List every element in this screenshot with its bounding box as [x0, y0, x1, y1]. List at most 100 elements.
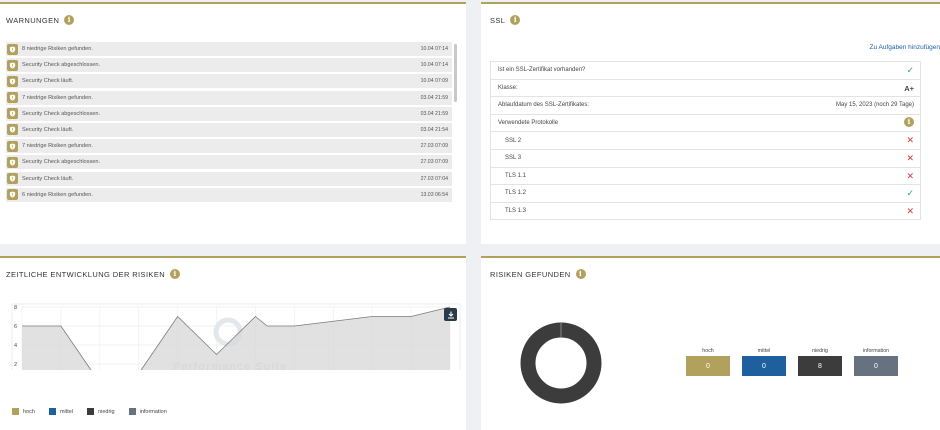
shield-icon — [7, 156, 18, 168]
protocol-status: ✕ — [906, 132, 914, 151]
info-icon[interactable]: i — [64, 15, 75, 25]
protocol-row: TLS 1.3 ✕ — [490, 201, 921, 221]
ssl-row: Klasse: A+ — [490, 78, 921, 98]
warning-row[interactable]: Security Check abgeschlossen. 10.04 07:14 — [6, 58, 452, 73]
risks-title: RISIKEN GEFUNDEN i — [490, 269, 586, 279]
y-tick-label: 2 — [14, 362, 17, 368]
ssl-value: A+ — [904, 83, 914, 93]
warnings-panel: WARNUNGEN i 8 niedrige Risiken gefunden.… — [0, 2, 466, 244]
warning-row[interactable]: 7 niedrige Risiken gefunden. 27.03 07:09 — [6, 139, 452, 154]
warning-date: 03.04 21:59 — [420, 94, 448, 101]
check-icon: ✓ — [906, 65, 914, 75]
risk-label: mittel — [757, 348, 771, 354]
warning-text: 6 niedrige Risiken gefunden. — [22, 191, 93, 198]
risk-count-niedrig[interactable]: 8 — [798, 356, 842, 376]
download-icon — [447, 311, 454, 319]
add-to-tasks-link[interactable]: Zu Aufgaben hinzufügen — [869, 44, 940, 51]
warning-date: 03.04 21:59 — [420, 110, 448, 117]
check-icon: ✓ — [906, 188, 914, 199]
protocol-label: SSL 3 — [505, 155, 522, 162]
legend-item[interactable]: information — [128, 408, 167, 415]
warning-date: 10.04 07:14 — [420, 62, 448, 69]
warnings-title: WARNUNGEN i — [6, 15, 75, 25]
ssl-row: Ablaufdatum des SSL-Zertifikates: May 15,… — [490, 96, 921, 115]
ssl-label: Ist ein SSL-Zertifikat vorhanden? — [498, 67, 586, 74]
risk-label: niedrig — [812, 348, 828, 354]
warning-row[interactable]: 8 niedrige Risiken gefunden. 10.04 07:14 — [6, 42, 452, 56]
shield-icon — [7, 140, 18, 152]
warning-row[interactable]: Security Check läuft. 03.04 21:54 — [6, 122, 452, 137]
shield-icon — [7, 92, 18, 104]
warnings-scrollbar[interactable] — [454, 44, 457, 102]
legend-item[interactable]: niedrig — [87, 408, 115, 415]
warning-date: 13.03 06:54 — [420, 191, 448, 198]
shield-icon — [7, 173, 18, 184]
info-icon[interactable]: i — [904, 116, 914, 127]
risk-label: hoch — [702, 348, 714, 354]
ssl-panel: SSL i Zu Aufgaben hinzufügen Ist ein SSL… — [481, 2, 940, 244]
legend-item[interactable]: mittel — [48, 408, 74, 415]
cross-icon: ✕ — [906, 205, 914, 216]
risk-label: information — [862, 348, 890, 354]
warning-date: 03.04 21:54 — [420, 126, 448, 133]
protocol-status: ✕ — [906, 150, 914, 169]
ssl-row: Verwendete Protokolle i — [490, 113, 921, 133]
warning-row[interactable]: Security Check läuft. 27.03 07:04 — [6, 171, 452, 186]
warning-row[interactable]: 7 niedrige Risiken gefunden. 03.04 21:59 — [6, 90, 452, 105]
warning-row[interactable]: Security Check abgeschlossen. 27.03 07:09 — [6, 155, 452, 170]
chart-legend: hoch mittel niedrig information — [12, 408, 181, 415]
protocol-label: TLS 1.3 — [505, 208, 527, 215]
protocol-label: SSL 2 — [505, 137, 522, 144]
warning-text: Security Check läuft. — [22, 175, 74, 182]
protocol-row: TLS 1.2 ✓ — [490, 184, 921, 203]
protocol-label: TLS 1.2 — [505, 190, 527, 197]
cross-icon: ✕ — [906, 135, 914, 146]
risk-count-mittel[interactable]: 0 — [742, 356, 786, 376]
ssl-label: Ablaufdatum des SSL-Zertifikates: — [498, 102, 590, 109]
protocol-row: TLS 1.1 ✕ — [490, 166, 921, 187]
legend-swatch — [48, 408, 56, 415]
protocol-row: SSL 2 ✕ — [490, 131, 921, 150]
series-niedrig-line — [22, 306, 451, 370]
shield-icon — [7, 59, 18, 71]
protocol-status: ✓ — [906, 185, 914, 204]
y-tick-label: 6 — [14, 324, 17, 330]
cross-icon: ✕ — [906, 170, 914, 181]
info-icon[interactable]: i — [575, 269, 586, 279]
ssl-status: ✓ — [906, 62, 914, 81]
legend-item[interactable]: hoch — [12, 408, 35, 415]
risks-donut-chart — [520, 322, 602, 404]
download-button[interactable] — [444, 308, 457, 321]
warning-text: 7 niedrige Risiken gefunden. — [22, 143, 93, 150]
warning-text: Security Check läuft. — [22, 78, 74, 85]
warning-row[interactable]: Security Check abgeschlossen. 03.04 21:59 — [6, 106, 452, 121]
warning-date: 10.04 07:09 — [420, 78, 448, 85]
info-icon[interactable]: i — [170, 269, 181, 279]
warning-text: 7 niedrige Risiken gefunden. — [22, 94, 93, 101]
warning-row[interactable]: Security Check läuft. 10.04 07:09 — [6, 74, 452, 89]
legend-swatch — [128, 408, 136, 415]
ssl-label: Klasse: — [498, 84, 518, 91]
shield-icon — [7, 108, 18, 120]
legend-label: mittel — [59, 408, 74, 415]
risk-count-hoch[interactable]: 0 — [686, 356, 730, 376]
donut-ring — [520, 322, 602, 404]
ssl-table: Ist ein SSL-Zertifikat vorhanden? ✓ Klasse… — [490, 61, 921, 221]
warning-row[interactable]: 6 niedrige Risiken gefunden. 13.03 06:54 — [6, 187, 452, 202]
warning-date: 10.04 07:14 — [420, 46, 448, 52]
warnings-list: 8 niedrige Risiken gefunden. 10.04 07:14 S… — [6, 42, 452, 202]
legend-swatch — [12, 408, 19, 415]
risk-count-information[interactable]: 0 — [854, 356, 898, 376]
legend-label: information — [139, 408, 167, 415]
info-icon[interactable]: i — [510, 15, 521, 25]
protocol-row: SSL 3 ✕ — [490, 148, 921, 169]
warning-text: Security Check läuft. — [22, 126, 74, 133]
shield-icon — [7, 75, 18, 87]
shield-icon — [7, 43, 18, 55]
protocol-status: ✕ — [906, 168, 914, 187]
shield-icon — [7, 189, 18, 201]
warning-date: 27.03 07:04 — [420, 175, 448, 182]
legend-label: hoch — [23, 408, 35, 415]
warning-date: 27.03 07:09 — [420, 159, 448, 166]
ssl-label: Verwendete Protokolle — [498, 120, 559, 127]
